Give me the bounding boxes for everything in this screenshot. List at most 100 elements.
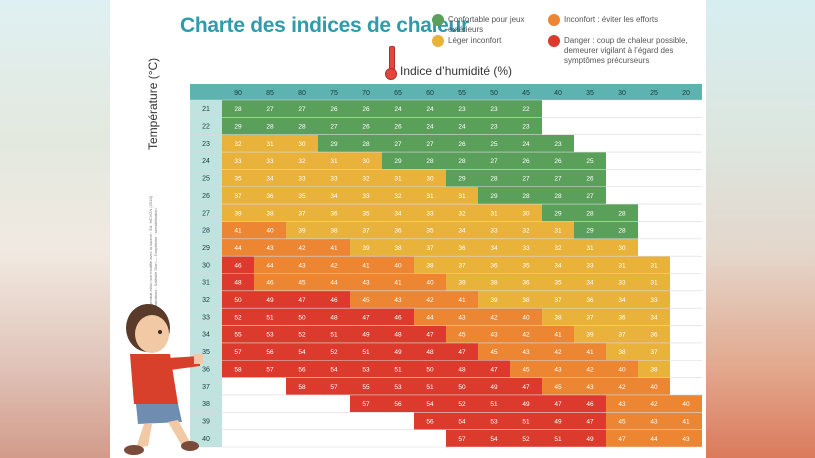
heat-cell-value: 27 xyxy=(586,193,594,200)
heat-cell-value: 42 xyxy=(618,384,626,391)
heat-cell-value: 39 xyxy=(458,280,466,287)
heat-cell xyxy=(446,273,478,291)
heat-cell xyxy=(478,117,510,135)
heat-cell-value: 45 xyxy=(490,349,498,356)
heat-cell-value: 39 xyxy=(298,228,306,235)
heat-cell-value: 28 xyxy=(618,210,626,217)
heat-cell-value: 43 xyxy=(458,314,466,321)
x-tick-label: 45 xyxy=(522,90,530,97)
heat-cell-value: 43 xyxy=(298,262,306,269)
heat-cell-value: 28 xyxy=(554,193,562,200)
heat-cell xyxy=(574,342,606,361)
heat-cell-value: 54 xyxy=(298,349,306,356)
heat-cell-value: 35 xyxy=(362,210,370,217)
legend-swatch-yellow xyxy=(432,35,444,47)
heat-cell-value: 34 xyxy=(266,176,274,183)
heat-cell-value: 37 xyxy=(362,228,370,235)
heat-cell xyxy=(382,134,414,153)
legend-label-orange: Inconfort : éviter les efforts xyxy=(564,15,659,24)
heat-cell xyxy=(446,117,478,135)
heat-cell-value: 47 xyxy=(362,314,370,321)
y-tick-label: 38 xyxy=(202,401,210,408)
heat-cell-value: 51 xyxy=(394,366,402,373)
heat-cell-value: 41 xyxy=(394,280,402,287)
heat-cell-value: 49 xyxy=(586,436,594,443)
legend-label-green: Confortable pour jeux extérieurs xyxy=(448,15,525,34)
x-tick-label: 85 xyxy=(266,90,274,97)
heat-cell xyxy=(286,221,318,239)
heat-cell-value: 50 xyxy=(298,314,306,321)
heat-cell xyxy=(542,290,574,309)
heat-cell-value: 28 xyxy=(618,228,626,235)
heat-cell xyxy=(254,238,286,257)
heat-cell-value: 43 xyxy=(394,297,402,304)
heat-cell xyxy=(414,308,446,326)
heat-cell-value: 51 xyxy=(426,384,434,391)
heat-cell xyxy=(382,100,414,118)
heat-cell-value: 43 xyxy=(490,332,498,339)
heat-cell xyxy=(254,100,286,118)
heat-cell xyxy=(606,342,638,361)
heat-cell-value: 45 xyxy=(554,384,562,391)
heat-cell-value: 29 xyxy=(234,124,242,131)
heat-cell xyxy=(510,117,542,135)
heat-cell xyxy=(478,342,510,361)
heat-cell-value: 42 xyxy=(586,366,594,373)
heat-cell-value: 26 xyxy=(394,124,402,131)
legend-label-yellow: Léger inconfort xyxy=(448,36,502,45)
heat-cell xyxy=(574,186,606,205)
heat-cell-value: 41 xyxy=(362,262,370,269)
heat-cell xyxy=(254,152,286,170)
heat-cell-value: 24 xyxy=(426,124,434,131)
heat-cell-value: 26 xyxy=(362,106,370,113)
heat-cell xyxy=(606,221,638,239)
heat-cell xyxy=(350,256,382,274)
heat-cell xyxy=(414,169,446,187)
heat-cell-value: 33 xyxy=(234,158,242,165)
heat-cell-value: 30 xyxy=(426,176,434,183)
heat-cell xyxy=(606,273,638,291)
heat-cell-value: 42 xyxy=(490,314,498,321)
heat-cell-value: 46 xyxy=(394,314,402,321)
heat-cell xyxy=(286,238,318,257)
thermometer-icon xyxy=(385,46,397,80)
heat-cell xyxy=(510,169,542,187)
heat-cell xyxy=(254,186,286,205)
heat-cell-value: 31 xyxy=(650,280,658,287)
heat-cell xyxy=(606,256,638,274)
heat-cell xyxy=(414,100,446,118)
heat-cell xyxy=(574,394,606,413)
heat-cell xyxy=(350,134,382,153)
heat-cell-value: 42 xyxy=(330,262,338,269)
heat-cell xyxy=(382,152,414,170)
heat-cell-value: 30 xyxy=(298,141,306,148)
heat-cell xyxy=(446,221,478,239)
heat-cell-value: 24 xyxy=(522,141,530,148)
x-tick-label: 20 xyxy=(682,90,690,97)
heat-cell-value: 56 xyxy=(266,349,274,356)
heat-cell xyxy=(286,152,318,170)
heat-cell xyxy=(446,169,478,187)
heat-cell-value: 38 xyxy=(266,210,274,217)
heat-cell-value: 55 xyxy=(234,332,242,339)
heat-cell-value: 39 xyxy=(362,245,370,252)
heat-cell-value: 27 xyxy=(330,124,338,131)
heat-cell xyxy=(574,377,606,395)
heat-cell xyxy=(414,325,446,343)
heat-cell xyxy=(382,360,414,378)
heat-cell-value: 52 xyxy=(522,436,530,443)
heat-cell xyxy=(414,256,446,274)
heat-cell-value: 32 xyxy=(554,245,562,252)
heat-cell-value: 49 xyxy=(490,384,498,391)
heat-cell-value: 33 xyxy=(618,280,626,287)
heat-cell xyxy=(254,273,286,291)
heat-cell xyxy=(382,204,414,222)
heat-cell xyxy=(574,204,606,222)
heat-cell xyxy=(478,100,510,118)
heat-cell-value: 38 xyxy=(554,314,562,321)
heat-cell xyxy=(478,273,510,291)
heat-cell-value: 48 xyxy=(330,314,338,321)
heat-cell-value: 29 xyxy=(490,193,498,200)
heat-cell xyxy=(446,290,478,309)
